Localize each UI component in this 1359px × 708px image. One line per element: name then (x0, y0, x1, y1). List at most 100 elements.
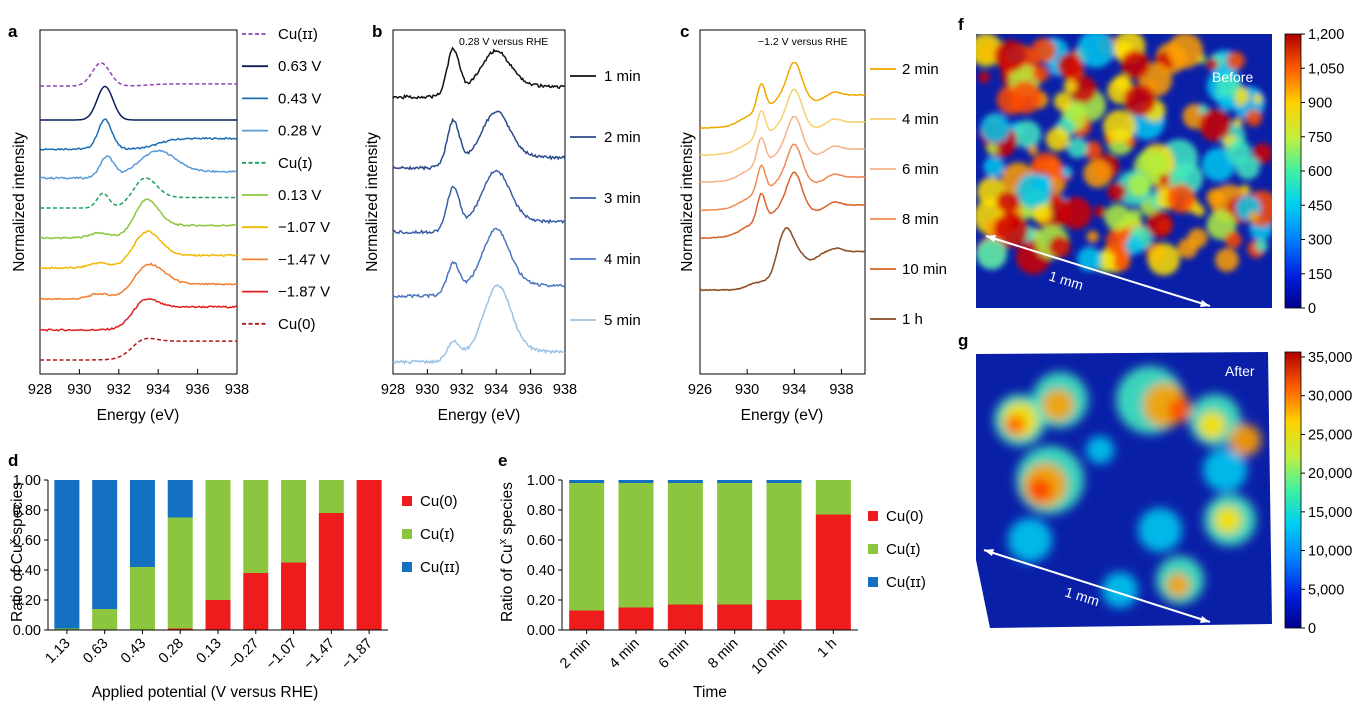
panel-a-curve (40, 62, 237, 87)
panel-f-colorbar-tick-label: 900 (1308, 96, 1332, 112)
panel-b-legend: 1 min 2 min 3 min 4 min 5 min (570, 68, 641, 329)
panel-f-map-blob (1124, 236, 1144, 255)
panel-f-map-blob (1063, 79, 1078, 94)
panel-f-colorbar-ticks: 1,200 1,050 900 750 600 450 300 150 0 (1301, 27, 1344, 317)
panel-d-bar-segment (356, 480, 382, 630)
panel-g-colorbar-tick-label: 25,000 (1308, 427, 1352, 443)
panel-f-map-blobs (976, 34, 1272, 276)
panel-d-bar-segment (243, 573, 269, 630)
panel-d-ylabel-tail: species (9, 482, 26, 539)
panel-label-a: a (8, 22, 18, 41)
panel-e-bar-segment (618, 483, 654, 608)
panel-c-x-tick-label: 926 (688, 382, 712, 398)
panel-e-legend-swatch (868, 544, 878, 554)
panel-b-x-tick-label: 928 (381, 382, 405, 398)
panel-g-colorbar-tick-label: 0 (1308, 621, 1316, 637)
panel-c-legend-label: 2 min (902, 61, 939, 78)
panel-f-map-blob (1252, 93, 1263, 104)
panel-d-x-tick-label: 0.63 (80, 636, 111, 667)
panel-a-legend-label: 0.13 V (278, 187, 321, 204)
panel-f-map-blob (1027, 145, 1039, 156)
panel-f-map-blob (1057, 53, 1083, 79)
panel-a-curve (39, 118, 238, 151)
panel-f-map-blob (980, 113, 1010, 143)
panel-d-xlabel: Applied potential (V versus RHE) (92, 684, 319, 701)
panel-d-x-tick-label: 0.13 (194, 636, 225, 667)
panel-c-curve (699, 227, 865, 292)
panel-b-legend-label: 4 min (604, 251, 641, 268)
panel-a-legend-label: −1.07 V (278, 219, 330, 236)
panel-f-map-blob (1147, 243, 1181, 276)
panel-e-bar-segment (618, 607, 654, 630)
panel-e-y-tick-label: 0.80 (527, 503, 555, 519)
panel-label-e: e (498, 451, 507, 470)
panel-e-y-tick-label: 0.00 (527, 623, 555, 639)
panel-e-bar-segment (569, 483, 605, 611)
panel-b-curve (392, 110, 566, 171)
panel-a-curves (39, 62, 238, 361)
panel-d-x-tick-label: 0.43 (118, 636, 149, 667)
panel-g-colorbar-ticks: 35,000 30,000 25,000 20,000 15,000 10,000 5,00… (1301, 350, 1352, 637)
panel-c-curve (699, 115, 866, 183)
panel-d-bar-segment (54, 480, 80, 629)
panel-f-map-blob (1187, 228, 1208, 249)
panel-a-legend-label: −1.87 V (278, 284, 330, 301)
panel-g-colorbar-tick-label: 35,000 (1308, 350, 1352, 366)
panel-e-bars (569, 480, 851, 630)
panel-d-ylabel: Ratio of Cux species (7, 482, 26, 622)
panel-f-map-blob (1120, 50, 1150, 80)
panel-d-bar-segment (92, 480, 118, 609)
panel-c-x-tick-label: 930 (735, 382, 759, 398)
panel-e-legend-label: Cu(ɪɪ) (886, 574, 926, 591)
panel-c-legend-label: 1 h (902, 311, 923, 328)
panel-label-c: c (680, 22, 689, 41)
panel-d-legend-label: Cu(ɪ) (420, 526, 455, 543)
panel-b-curve (392, 169, 566, 235)
panel-d-ylabel-main: Ratio of Cu (9, 544, 26, 622)
panel-label-b: b (372, 22, 382, 41)
panel-a-spectra: 928 930 932 934 936 938 Energy (eV) Normalize… (11, 26, 330, 424)
panel-a-curve (40, 177, 237, 209)
panel-e-legend-label: Cu(0) (886, 508, 924, 525)
panel-d-bar-segment (129, 567, 155, 630)
panel-d-bar-segment (54, 628, 80, 630)
panel-a-curve (39, 230, 238, 270)
panel-a-curve (39, 198, 238, 240)
panel-e-bar-chart: 2 min 4 min 6 min 8 min 10 min 1 h 0.00 0.20 0.4… (497, 473, 926, 701)
panel-a-x-tick-label: 930 (67, 382, 91, 398)
panel-f-colorbar-tick-label: 450 (1308, 198, 1332, 214)
panel-d-bar-segment (243, 480, 269, 573)
panel-f-map-blob (1107, 182, 1127, 202)
panel-a-curve (39, 149, 238, 180)
panel-b-xlabel: Energy (eV) (438, 407, 521, 424)
panel-d-bar-segment (92, 609, 118, 630)
panel-d-bar-segment (318, 513, 344, 630)
panel-e-bar-segment (766, 600, 802, 630)
panel-f-colorbar-tick-label: 1,200 (1308, 27, 1344, 43)
panel-f-scale-arrow-right (1200, 300, 1210, 307)
panel-a-curve (40, 298, 238, 332)
panel-a-legend-label: 0.28 V (278, 123, 321, 140)
panel-b-curve (392, 284, 566, 365)
panel-d-bar-chart: 1.13 0.63 0.43 0.28 0.13 −0.27 −1.07 −1.47 −1.87… (7, 473, 460, 701)
panel-b-legend-label: 5 min (604, 312, 641, 329)
panel-d-legend-label: Cu(ɪɪ) (420, 559, 460, 576)
panel-d-y-tick-label: 0.80 (13, 503, 41, 519)
panel-e-legend: Cu(0) Cu(ɪ) Cu(ɪɪ) (868, 508, 926, 591)
panel-f-annotation: Before (1212, 69, 1253, 85)
panel-f-map-blob (1245, 109, 1263, 127)
panel-f-map-blob (1067, 137, 1088, 159)
panel-b-x-tick-label: 934 (484, 382, 508, 398)
panel-b-x-tick-label: 936 (518, 382, 542, 398)
panel-c-legend-label: 4 min (902, 111, 939, 128)
panel-g-map-blob (1008, 518, 1052, 562)
panel-c-legend: 2 min 4 min 6 min 8 min 10 min 1 h (870, 61, 947, 328)
panel-f-map-blob (1206, 188, 1225, 207)
panel-e-bar-segment (815, 514, 851, 630)
panel-c-curve (699, 88, 866, 157)
panel-f-map-blob (1083, 140, 1102, 160)
panel-g-colorbar-tick-label: 15,000 (1308, 505, 1352, 521)
panel-f-map-blob (1218, 92, 1237, 111)
panel-d-x-tick-label: 1.13 (42, 636, 73, 667)
panel-e-xlabel: Time (693, 684, 727, 701)
